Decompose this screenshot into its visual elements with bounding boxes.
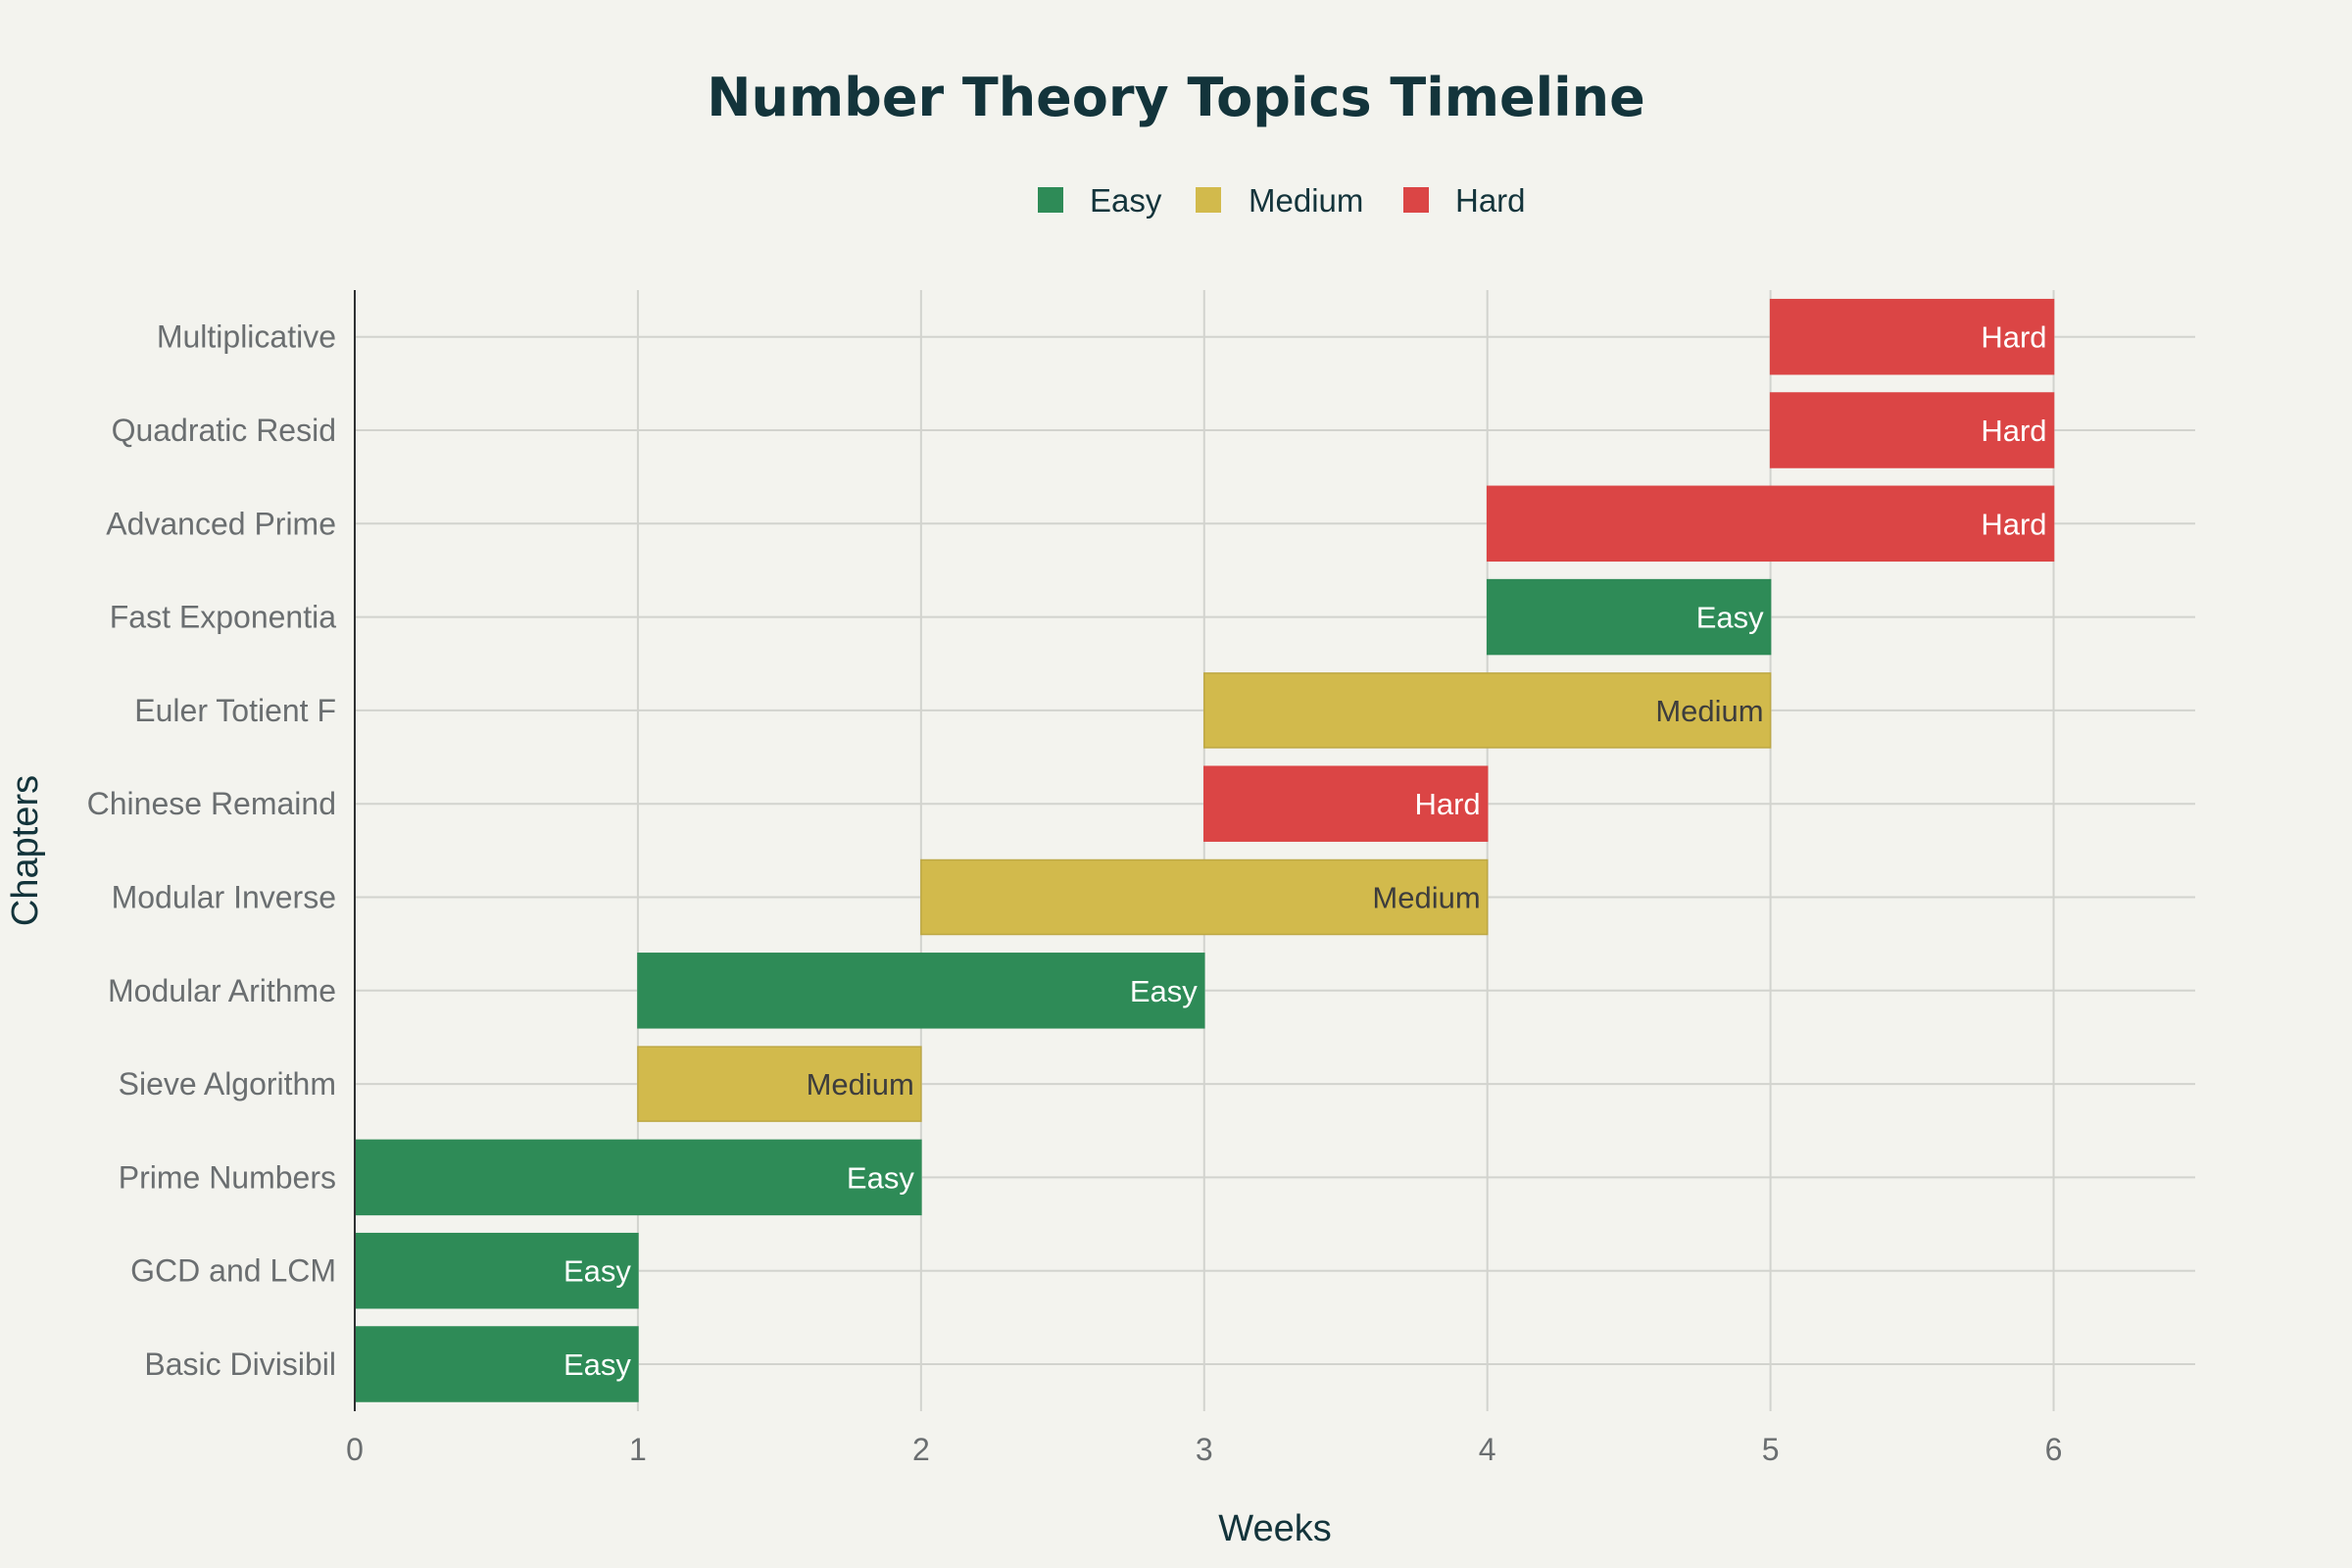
legend-label-hard: Hard [1455, 182, 1526, 219]
y-tick-label-euler-totient-f: Euler Totient F [134, 693, 336, 728]
bar-euler-totient-f [1203, 672, 1772, 749]
bar-label-euler-totient-f: Medium [1655, 694, 1763, 728]
legend-swatch-medium [1196, 187, 1221, 213]
bar-label-chinese-remaind: Hard [1414, 787, 1480, 821]
bar-gcd-and-lcm [354, 1232, 639, 1309]
y-tick-label-sieve-algorithm: Sieve Algorithm [119, 1066, 336, 1102]
bar-quadratic-resid [1769, 392, 2055, 468]
x-axis: 0 1 2 3 4 5 6 [346, 1432, 2062, 1467]
bar-label-quadratic-resid: Hard [1981, 414, 2046, 448]
y-tick-label-quadratic-resid: Quadratic Resid [112, 413, 336, 448]
x-axis-title: Weeks [1218, 1508, 1331, 1549]
x-tick-label-3: 3 [1196, 1432, 1213, 1467]
bar-basic-divisibil [354, 1326, 639, 1402]
y-tick-label-multiplicative: Multiplicative [157, 319, 336, 355]
bar-label-prime-numbers: Easy [847, 1160, 914, 1195]
y-tick-label-advanced-prime: Advanced Prime [106, 506, 336, 541]
bar-multiplicative [1769, 298, 2055, 375]
legend-swatch-easy [1038, 187, 1063, 213]
x-tick-label-4: 4 [1479, 1432, 1496, 1467]
y-tick-label-basic-divisibil: Basic Divisibil [144, 1347, 336, 1382]
x-tick-label-1: 1 [629, 1432, 647, 1467]
y-tick-label-modular-arithme: Modular Arithme [108, 973, 336, 1008]
y-tick-label-modular-inverse: Modular Inverse [112, 880, 336, 915]
x-tick-label-5: 5 [1762, 1432, 1780, 1467]
legend-swatch-hard [1403, 187, 1429, 213]
bar-label-advanced-prime: Hard [1981, 507, 2046, 541]
bar-modular-inverse [920, 858, 1489, 936]
bar-modular-arithme [637, 953, 1205, 1029]
y-tick-label-chinese-remaind: Chinese Remaind [87, 786, 336, 821]
bar-fast-exponentia [1486, 578, 1772, 656]
bars: Easy Easy Easy Medium Easy Medium Hard Medium Ea… [354, 298, 2055, 1402]
y-tick-label-prime-numbers: Prime Numbers [119, 1159, 336, 1195]
bar-advanced-prime [1486, 485, 2055, 563]
chart-title: Number Theory Topics Timeline [707, 67, 1644, 128]
bar-label-modular-inverse: Medium [1372, 881, 1480, 915]
bar-prime-numbers [354, 1139, 922, 1216]
bar-label-sieve-algorithm: Medium [807, 1067, 914, 1102]
bar-label-basic-divisibil: Easy [564, 1348, 631, 1382]
x-tick-label-6: 6 [2045, 1432, 2063, 1467]
bar-sieve-algorithm [637, 1046, 922, 1122]
legend: Easy Medium Hard [1038, 182, 1526, 219]
bar-chinese-remaind [1203, 765, 1489, 842]
bar-label-gcd-and-lcm: Easy [564, 1254, 631, 1289]
y-axis-title: Chapters [5, 775, 46, 926]
bar-label-modular-arithme: Easy [1130, 974, 1198, 1008]
legend-label-easy: Easy [1090, 182, 1162, 219]
bar-label-fast-exponentia: Easy [1696, 601, 1764, 635]
y-axis: Basic Divisibil GCD and LCM Prime Numbers S… [87, 290, 356, 1411]
x-tick-label-2: 2 [912, 1432, 930, 1467]
y-tick-label-gcd-and-lcm: GCD and LCM [130, 1253, 336, 1289]
x-tick-label-0: 0 [346, 1432, 364, 1467]
legend-label-medium: Medium [1249, 182, 1363, 219]
bar-label-multiplicative: Hard [1981, 320, 2046, 355]
y-tick-label-fast-exponentia: Fast Exponentia [110, 600, 336, 635]
